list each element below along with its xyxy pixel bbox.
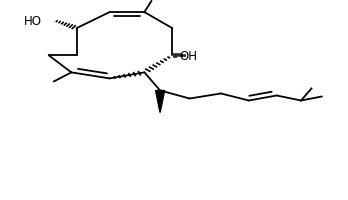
Text: OH: OH [179, 50, 197, 62]
Polygon shape [156, 91, 165, 113]
Text: HO: HO [24, 15, 42, 27]
